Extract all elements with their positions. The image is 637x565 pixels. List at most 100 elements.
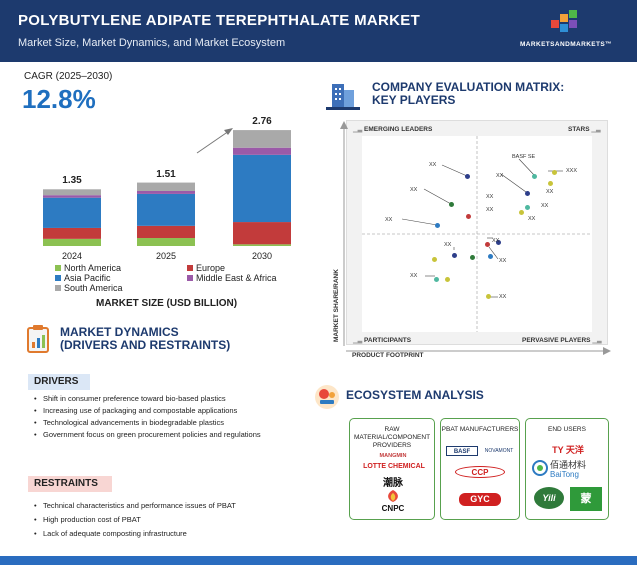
company-label: XX	[444, 242, 452, 248]
bar-segment-asia-pacific	[233, 154, 291, 223]
bar-total-label: 1.51	[156, 168, 176, 180]
pbat-manufacturers-title: PBAT MANUFACTURERS	[441, 426, 519, 433]
end-users-title: END USERS	[548, 426, 586, 433]
signal-icon: ▁▃	[353, 338, 363, 344]
page-title: POLYBUTYLENE ADIPATE TEREPHTHALATE MARKE…	[18, 12, 421, 29]
company-label: XX	[492, 238, 500, 244]
legend-swatch	[55, 265, 61, 271]
cnpc-flower-icon	[388, 490, 398, 502]
matrix-title: COMPANY EVALUATION MATRIX: KEY PLAYERS	[372, 81, 564, 107]
growth-arrow-head	[224, 128, 233, 135]
company-point[interactable]	[470, 255, 475, 260]
company-point[interactable]	[449, 202, 454, 207]
brand-logo[interactable]: MARKETSANDMARKETS™	[511, 8, 621, 54]
company-label: XX	[385, 217, 393, 223]
company-point[interactable]	[485, 242, 490, 247]
legend-item: North America	[55, 263, 121, 273]
company-label: XXX	[566, 168, 578, 174]
company-point[interactable]	[452, 253, 457, 258]
dynamics-title-line1: MARKET DYNAMICS	[60, 325, 179, 339]
quadrant-pervasive: PERVASIVE PLAYERS ▁▃	[522, 337, 602, 344]
participants-label: PARTICIPANTS	[364, 337, 412, 344]
matrix-leader-lines	[401, 158, 563, 298]
company-label: BASF SE	[512, 154, 536, 160]
company-point[interactable]	[435, 223, 440, 228]
clipboard-icon	[27, 325, 49, 353]
signal-icon: ▁▃	[591, 127, 601, 133]
novamont-logo: NOVAMONT	[484, 448, 514, 454]
legend-label: South America	[64, 283, 123, 293]
matrix-quadrant-lines	[362, 136, 592, 332]
company-point[interactable]	[445, 277, 450, 282]
bar-total-label: 1.35	[62, 175, 82, 187]
company-label: XX	[546, 189, 554, 195]
company-label: XX	[528, 216, 536, 222]
bar-segment-europe	[233, 222, 291, 245]
growth-arrow-line	[196, 130, 230, 154]
company-point[interactable]	[532, 174, 537, 179]
bar-year-label: 2025	[155, 251, 177, 261]
company-point[interactable]	[434, 277, 439, 282]
company-label: XX	[410, 187, 418, 193]
bar-segment-asia-pacific	[43, 197, 101, 228]
legend-item: South America	[55, 283, 123, 293]
driver-item: Shift in consumer preference toward bio-…	[34, 394, 226, 403]
brand-name: MARKETSANDMARKETS™	[519, 41, 613, 48]
x-axis-label: MARKET SIZE (USD BILLION)	[96, 298, 238, 309]
company-point[interactable]	[432, 257, 437, 262]
company-point[interactable]	[488, 254, 493, 259]
matrix-y-axis-label: MARKET SHARE/RANK	[333, 269, 340, 342]
pervasive-label: PERVASIVE PLAYERS	[522, 337, 591, 344]
company-label: XX	[486, 194, 494, 200]
ecosystem-title: ECOSYSTEM ANALYSIS	[346, 388, 484, 402]
company-point[interactable]	[519, 210, 524, 215]
lotte-chemical-logo: LOTTE CHEMICAL	[363, 463, 425, 470]
legend-label: Europe	[196, 263, 226, 273]
legend-item: Asia Pacific	[55, 273, 111, 283]
bar-segment-south-america	[137, 182, 195, 191]
bar-segment-north-america	[137, 238, 195, 246]
company-label: XX	[499, 258, 507, 264]
emerging-label: EMERGING LEADERS	[364, 126, 433, 133]
driver-item: Technological advancements in biodegrada…	[34, 418, 224, 427]
legend-label: North America	[64, 263, 122, 273]
matrix-arrow-x	[346, 347, 611, 355]
signal-icon: ▁▃	[592, 338, 602, 344]
cagr-label: CAGR (2025–2030)	[24, 71, 113, 82]
company-label: XX	[486, 207, 494, 213]
legend-swatch	[55, 275, 61, 281]
company-label: XX	[410, 273, 418, 279]
page-subtitle: Market Size, Market Dynamics, and Market…	[18, 37, 286, 49]
dynamics-title: MARKET DYNAMICS (DRIVERS AND RESTRAINTS)	[60, 326, 230, 352]
footer-bar	[0, 556, 637, 565]
company-point[interactable]	[525, 205, 530, 210]
company-point[interactable]	[465, 174, 470, 179]
cagr-value: 12.8%	[22, 84, 96, 114]
drivers-heading: DRIVERS	[28, 374, 90, 390]
bar-segment-europe	[137, 225, 195, 239]
mangmin-logo: MANGMIN	[379, 453, 407, 459]
baitong-swirl-icon	[532, 460, 548, 476]
mengniu-logo: 蒙	[570, 487, 602, 511]
company-point[interactable]	[466, 214, 471, 219]
company-point[interactable]	[525, 191, 530, 196]
matrix-title-line1: COMPANY EVALUATION MATRIX:	[372, 80, 565, 94]
company-point[interactable]	[486, 294, 491, 299]
company-label: XX	[499, 294, 507, 300]
bar-total-label: 2.76	[252, 116, 272, 128]
driver-item: Government focus on green procurement po…	[34, 430, 261, 439]
bar-segment-middle-east-africa	[43, 195, 101, 198]
restraint-item: Technical characteristics and performanc…	[34, 501, 236, 510]
company-point[interactable]	[552, 170, 557, 175]
legend-item: Middle East & Africa	[187, 273, 277, 283]
bar-year-label: 2030	[251, 251, 273, 261]
bar-segment-north-america	[43, 238, 101, 246]
company-point[interactable]	[496, 240, 501, 245]
legend-swatch	[187, 275, 193, 281]
company-point[interactable]	[548, 181, 553, 186]
ccp-logo: CCP	[455, 466, 505, 478]
driver-item: Increasing use of packaging and composta…	[34, 406, 237, 415]
bar-segment-middle-east-africa	[233, 147, 291, 155]
quadrant-emerging-leaders: ▁▃ EMERGING LEADERS	[353, 126, 432, 133]
yili-logo: Yili	[534, 487, 564, 509]
